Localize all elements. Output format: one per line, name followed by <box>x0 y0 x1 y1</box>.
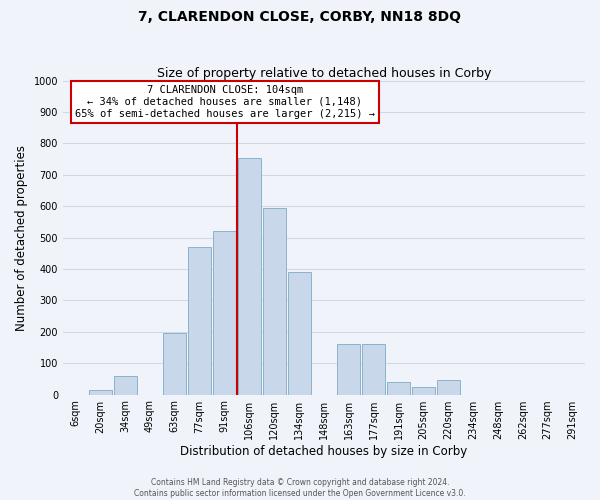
Bar <box>387 382 410 394</box>
Bar <box>188 247 211 394</box>
Bar <box>213 232 236 394</box>
Text: Contains HM Land Registry data © Crown copyright and database right 2024.
Contai: Contains HM Land Registry data © Crown c… <box>134 478 466 498</box>
Text: 7 CLARENDON CLOSE: 104sqm
← 34% of detached houses are smaller (1,148)
65% of se: 7 CLARENDON CLOSE: 104sqm ← 34% of detac… <box>75 86 375 118</box>
Bar <box>263 208 286 394</box>
Text: 7, CLARENDON CLOSE, CORBY, NN18 8DQ: 7, CLARENDON CLOSE, CORBY, NN18 8DQ <box>139 10 461 24</box>
Bar <box>437 380 460 394</box>
Bar <box>412 386 435 394</box>
Bar <box>89 390 112 394</box>
Bar <box>238 158 261 394</box>
Bar <box>113 376 137 394</box>
Bar <box>287 272 311 394</box>
X-axis label: Distribution of detached houses by size in Corby: Distribution of detached houses by size … <box>181 444 467 458</box>
Y-axis label: Number of detached properties: Number of detached properties <box>15 144 28 330</box>
Bar <box>163 334 186 394</box>
Title: Size of property relative to detached houses in Corby: Size of property relative to detached ho… <box>157 66 491 80</box>
Bar <box>362 344 385 395</box>
Bar <box>337 344 360 395</box>
